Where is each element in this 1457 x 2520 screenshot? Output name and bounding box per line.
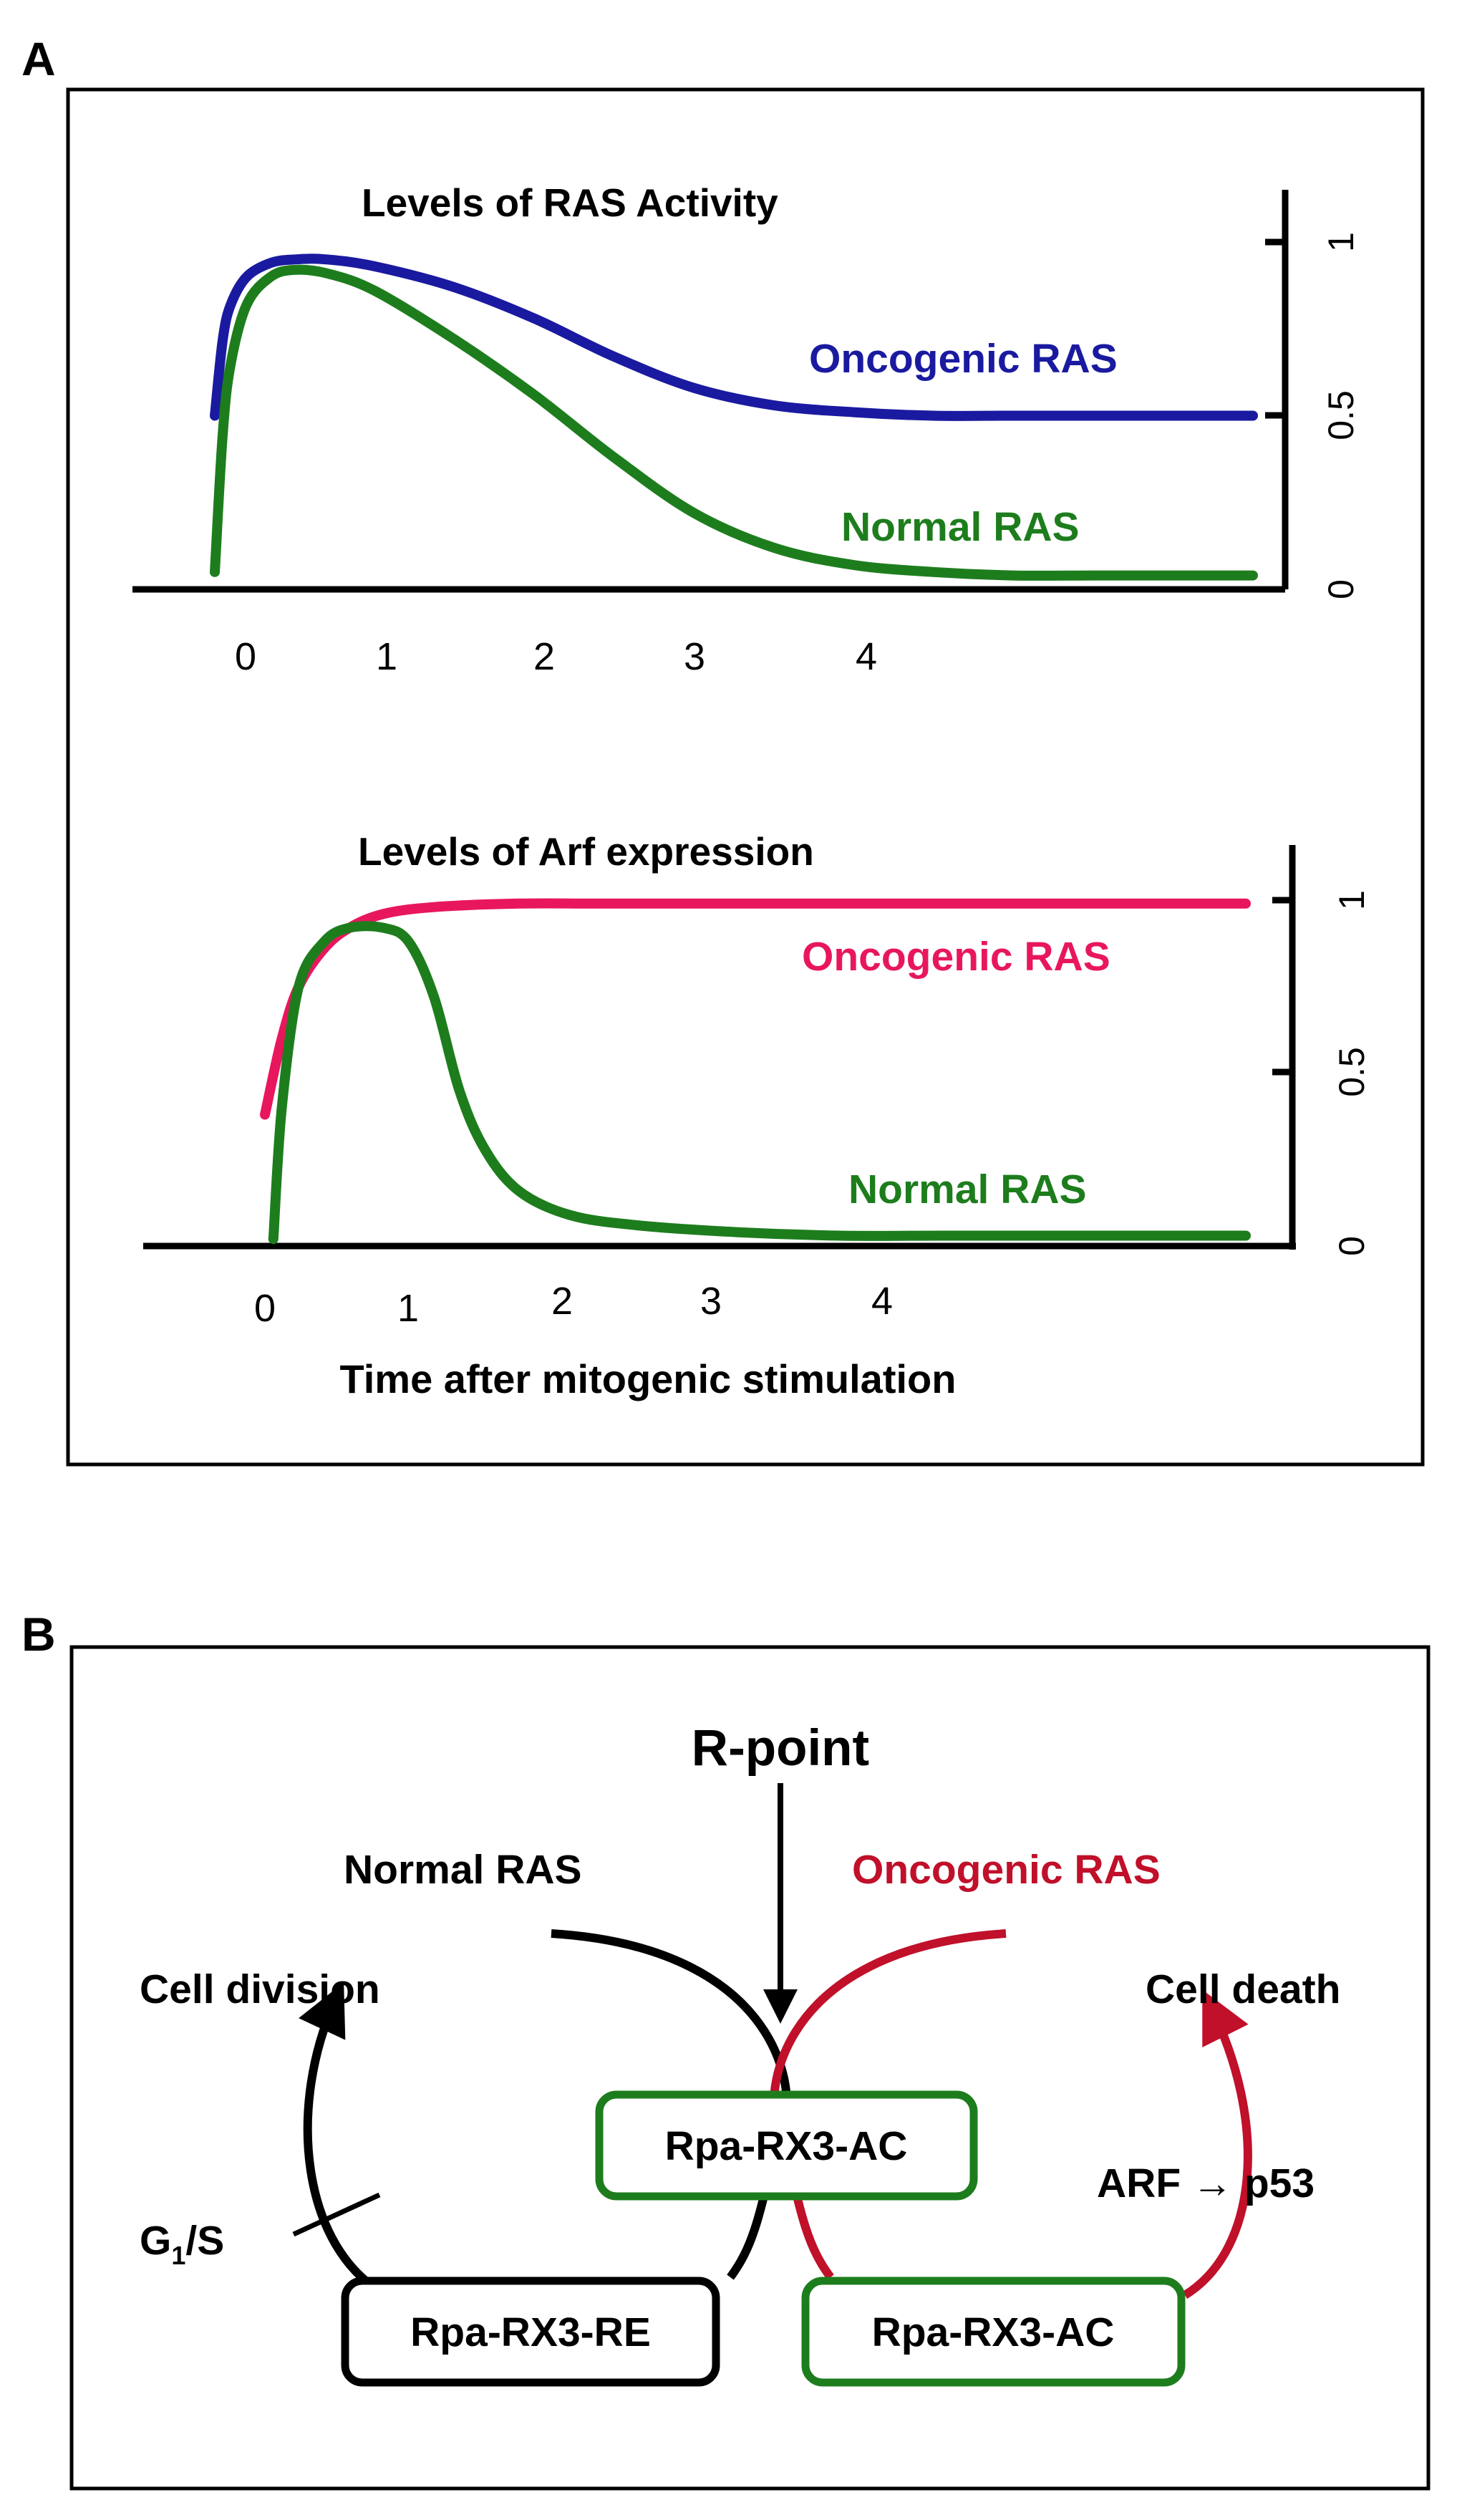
r-point-label: R-point (692, 1720, 869, 1777)
oncogenic-ras-label: Oncogenic RAS (852, 1847, 1161, 1893)
node-right-label: Rpa-RX3-AC (872, 2309, 1115, 2355)
cell-division-arrow (299, 1982, 389, 2299)
g1s-checkpoint-bar (292, 2192, 381, 2237)
cell-death-label: Cell death (1146, 1966, 1340, 2012)
arf-oncogenic-label: Oncogenic RAS (802, 934, 1110, 980)
ras-x-tick-label-4: 4 (856, 635, 877, 678)
node-right (801, 2277, 1186, 2387)
arf-x-tick-label-4: 4 (871, 1280, 893, 1323)
ras-normal-series-line (210, 264, 1258, 581)
arf-x-tick-label-2: 2 (551, 1280, 573, 1323)
arf-expression-chart: Levels of Arf expression 1 0.5 0 0 1 2 3… (143, 829, 1372, 1401)
node-center-label: Rpa-RX3-AC (665, 2123, 908, 2169)
ras-x-tick-label-1: 1 (376, 635, 397, 678)
g1s-label: G1/S (140, 2218, 224, 2270)
cell-death-arrow (1182, 1989, 1252, 2299)
ras-activity-chart: Levels of RAS Activity 1 0.5 0 0 1 2 3 4… (132, 180, 1361, 678)
ras-y-tick-label-1: 1 (1321, 232, 1361, 252)
ras-y-tick-label-0-5: 0.5 (1321, 390, 1361, 440)
ras-normal-label: Normal RAS (841, 504, 1080, 550)
arf-x-tick-label-0: 0 (254, 1287, 276, 1330)
arf-normal-series-line (268, 921, 1251, 1245)
arf-normal-label: Normal RAS (848, 1167, 1087, 1212)
arf-x-tick-label-3: 3 (700, 1280, 722, 1323)
ras-oncogenic-label: Oncogenic RAS (809, 336, 1118, 382)
x-axis-label: Time after mitogenic stimulation (340, 1356, 957, 1401)
arf-x-tick-label-1: 1 (397, 1287, 419, 1330)
g1s-label-sub: 1 (171, 2241, 185, 2270)
ras-x-tick-label-2: 2 (533, 635, 555, 678)
ras-activity-title: Levels of RAS Activity (362, 180, 778, 225)
arf-y-tick-label-0: 0 (1332, 1236, 1372, 1256)
ras-oncogenic-series-line (210, 254, 1258, 421)
g1s-label-main: G (140, 2218, 171, 2264)
arf-expression-title: Levels of Arf expression (358, 829, 814, 874)
arf-p53-label: ARF → p53 (1097, 2161, 1315, 2206)
panel-a-frame (66, 87, 1425, 1467)
node-left-label: Rpa-RX3-RE (410, 2309, 651, 2355)
panel-b-frame (69, 1645, 1431, 2491)
cell-division-label: Cell division (140, 1966, 380, 2012)
arf-y-tick-label-1: 1 (1332, 890, 1372, 910)
panel-b-letter: B (21, 1608, 56, 1661)
g1s-label-end: /S (185, 2218, 224, 2264)
node-center (595, 2090, 978, 2201)
ras-x-tick-label-0: 0 (235, 635, 256, 678)
panel-a-letter: A (21, 32, 56, 85)
node-left (341, 2277, 720, 2387)
ras-x-tick-label-3: 3 (684, 635, 705, 678)
arf-y-tick-label-0-5: 0.5 (1332, 1047, 1372, 1097)
ras-y-tick-label-0: 0 (1321, 579, 1361, 599)
normal-ras-label: Normal RAS (344, 1847, 582, 1893)
